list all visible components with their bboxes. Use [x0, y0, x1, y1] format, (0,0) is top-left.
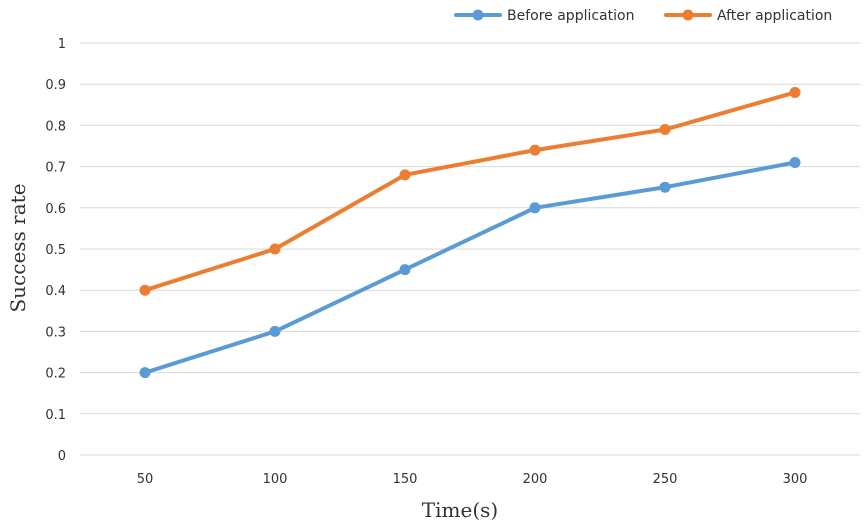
x-axis-label: Time(s) [422, 498, 498, 522]
legend-marker [682, 9, 694, 21]
y-tick-label: 0.8 [45, 119, 66, 134]
x-tick-label: 250 [653, 472, 678, 487]
data-point [399, 169, 411, 181]
x-tick-label: 300 [783, 472, 808, 487]
legend-marker [472, 9, 484, 21]
data-point [139, 284, 151, 296]
data-point [529, 144, 541, 156]
data-point [789, 156, 801, 168]
x-tick-label: 100 [263, 472, 288, 487]
data-point [399, 264, 411, 276]
data-point [269, 243, 281, 255]
legend-label: Before application [507, 8, 634, 24]
y-tick-label: 0.2 [45, 367, 66, 382]
x-tick-label: 150 [393, 472, 418, 487]
y-tick-label: 0.3 [45, 325, 66, 340]
y-tick-label: 1 [58, 37, 66, 52]
data-point [789, 86, 801, 98]
y-tick-label: 0.9 [45, 78, 66, 93]
y-tick-label: 0 [58, 449, 66, 464]
data-point [659, 124, 671, 136]
data-point [529, 202, 541, 214]
y-tick-label: 0.6 [45, 202, 66, 217]
data-point [139, 367, 151, 379]
series-line [143, 160, 797, 375]
gridlines [80, 42, 860, 456]
legend-label: After application [717, 8, 832, 24]
series-group [139, 86, 801, 379]
y-tick-label: 0.7 [45, 161, 66, 176]
y-tick-label: 0.4 [45, 284, 66, 299]
data-point [269, 325, 281, 337]
y-axis-ticks: 0 0.1 0.2 0.3 0.4 0.5 0.6 0.7 0.8 0.9 1 [45, 37, 66, 464]
series-line [143, 90, 797, 293]
x-tick-label: 200 [523, 472, 548, 487]
y-axis-label: Success rate [6, 183, 30, 312]
x-tick-label: 50 [137, 472, 154, 487]
legend: Before application After application [454, 8, 832, 24]
x-axis-ticks: 50 100 150 200 250 300 [137, 472, 808, 487]
y-tick-label: 0.5 [45, 243, 66, 258]
data-point [659, 181, 671, 193]
y-tick-label: 0.1 [45, 408, 66, 423]
